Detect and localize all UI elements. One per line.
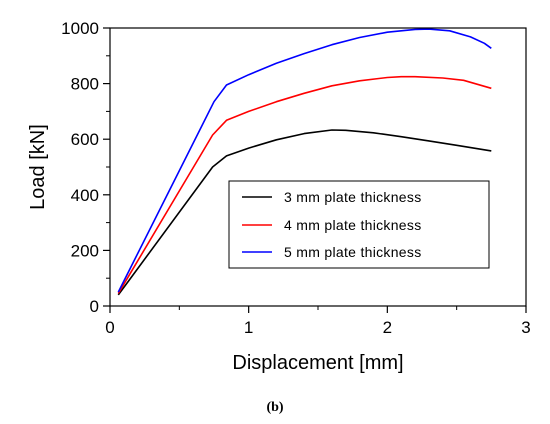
series-line-3mm xyxy=(117,129,492,296)
x-tick-label: 1 xyxy=(244,318,253,337)
plot-frame xyxy=(109,27,527,307)
legend-label-5mm: 5 mm plate thickness xyxy=(284,244,422,260)
y-tick-label: 200 xyxy=(71,241,99,260)
y-tick-label: 400 xyxy=(71,186,99,205)
series-line-5mm xyxy=(117,28,492,293)
series-line-4mm xyxy=(117,75,492,294)
legend-box xyxy=(228,180,490,269)
y-tick-label: 1000 xyxy=(61,19,99,38)
y-tick-label: 600 xyxy=(71,130,99,149)
x-axis-title: Displacement [mm] xyxy=(232,352,403,374)
y-axis-title: Load [kN] xyxy=(27,124,49,210)
figure-caption: (b) xyxy=(266,400,283,415)
legend: 3 mm plate thickness 4 mm plate thicknes… xyxy=(228,180,490,269)
y-tick-label: 800 xyxy=(71,75,99,94)
legend-label-4mm: 4 mm plate thickness xyxy=(284,217,422,233)
y-tick-label: 0 xyxy=(90,297,99,316)
x-tick-label: 0 xyxy=(105,318,114,337)
tick-layer: 0 1 2 3 0 200 400 600 800 1000 xyxy=(61,19,531,337)
legend-label-3mm: 3 mm plate thickness xyxy=(284,189,422,205)
series-layer xyxy=(117,28,492,296)
x-tick-label: 3 xyxy=(521,318,530,337)
x-tick-label: 2 xyxy=(383,318,392,337)
